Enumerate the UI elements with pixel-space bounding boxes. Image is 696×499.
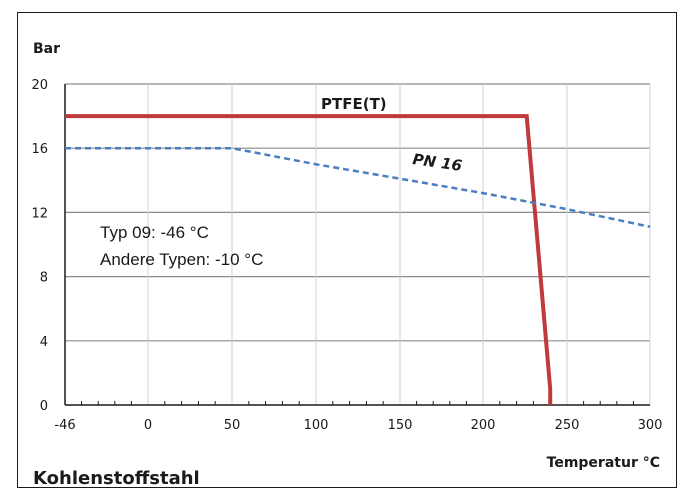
y-tick-label: 12 bbox=[31, 206, 48, 221]
series-label-ptfe: PTFE(T) bbox=[321, 95, 387, 113]
y-tick-label: 4 bbox=[40, 335, 48, 350]
grid bbox=[65, 83, 651, 405]
x-tick-label: 200 bbox=[471, 418, 496, 433]
x-tick-label: 250 bbox=[555, 418, 580, 433]
footer-label: Kohlenstoffstahl bbox=[33, 468, 200, 489]
x-tick-label: 0 bbox=[144, 418, 152, 433]
x-tick-label: 100 bbox=[304, 418, 329, 433]
tick-labels: 0 4 8 12 16 20 -46 0 50 100 150 200 250 300 bbox=[31, 78, 662, 433]
series-line-ptfe bbox=[65, 114, 553, 405]
y-axis-label: Bar bbox=[33, 41, 60, 57]
x-tick-label: -46 bbox=[54, 418, 75, 433]
x-tick-label: 300 bbox=[638, 418, 663, 433]
annotation-andere: Andere Typen: -10 °C bbox=[100, 250, 263, 269]
y-tick-label: 8 bbox=[40, 271, 48, 286]
series bbox=[65, 114, 651, 405]
y-tick-label: 16 bbox=[31, 142, 48, 157]
annotation-typ09: Typ 09: -46 °C bbox=[100, 223, 209, 242]
series-label-pn16: PN 16 bbox=[411, 150, 463, 175]
series-line-pn16 bbox=[65, 146, 651, 229]
x-axis-label: Temperatur °C bbox=[547, 455, 660, 471]
y-tick-label: 0 bbox=[40, 399, 48, 414]
axes bbox=[64, 84, 650, 406]
chart-frame bbox=[17, 12, 677, 488]
x-tick-label: 50 bbox=[224, 418, 241, 433]
y-tick-label: 20 bbox=[31, 78, 48, 93]
x-tick-label: 150 bbox=[388, 418, 413, 433]
